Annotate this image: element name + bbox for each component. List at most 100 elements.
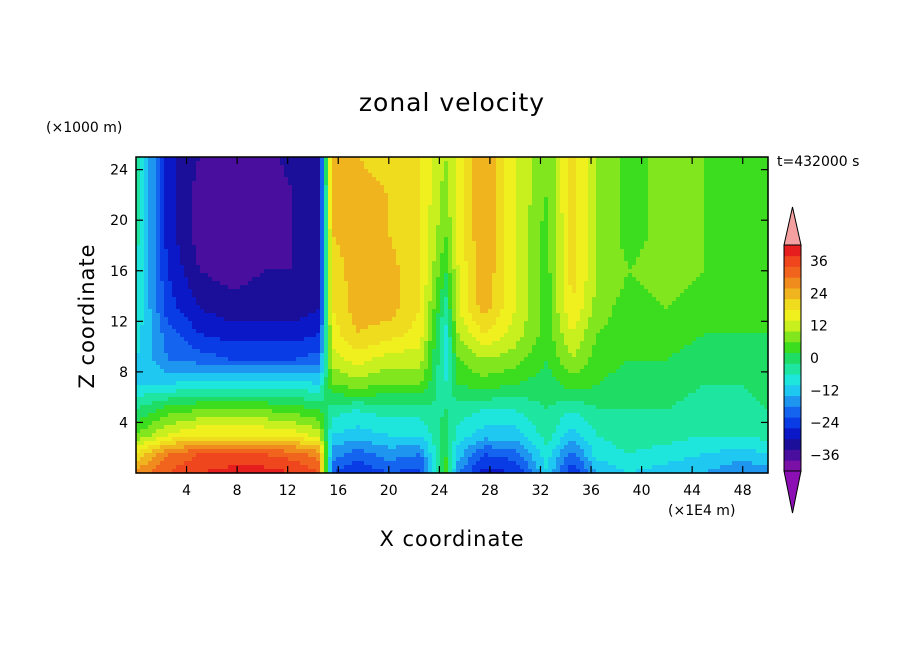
contour-cell — [272, 225, 277, 230]
contour-cell — [348, 257, 353, 262]
contour-cell — [392, 265, 397, 270]
contour-cell — [536, 169, 541, 174]
contour-cell — [508, 245, 513, 250]
contour-cell — [248, 161, 253, 166]
contour-cell — [364, 281, 369, 286]
contour-cell — [632, 193, 637, 198]
contour-cell — [164, 221, 169, 226]
contour-cell — [160, 221, 165, 226]
contour-cell — [272, 173, 277, 178]
contour-cell — [680, 225, 685, 230]
contour-cell — [156, 261, 161, 266]
contour-cell — [552, 189, 557, 194]
contour-cell — [740, 273, 745, 278]
contour-cell — [456, 161, 461, 166]
contour-cell — [380, 237, 385, 242]
contour-cell — [348, 217, 353, 222]
contour-cell — [516, 233, 521, 238]
contour-cell — [516, 241, 521, 246]
contour-cell — [704, 229, 709, 234]
contour-cell — [448, 269, 453, 274]
contour-cell — [272, 273, 277, 278]
contour-cell — [260, 157, 265, 162]
contour-cell — [216, 225, 221, 230]
contour-cell — [472, 169, 477, 174]
contour-cell — [636, 205, 641, 210]
contour-cell — [688, 221, 693, 226]
contour-cell — [512, 205, 517, 210]
contour-cell — [456, 257, 461, 262]
contour-cell — [420, 249, 425, 254]
contour-cell — [248, 177, 253, 182]
contour-cell — [456, 185, 461, 190]
contour-cell — [680, 189, 685, 194]
contour-cell — [268, 265, 273, 270]
contour-cell — [676, 197, 681, 202]
contour-cell — [400, 229, 405, 234]
contour-cell — [172, 201, 177, 206]
contour-cell — [484, 273, 489, 278]
contour-cell — [212, 269, 217, 274]
contour-cell — [136, 229, 141, 234]
contour-cell — [236, 253, 241, 258]
contour-cell — [644, 177, 649, 182]
contour-cell — [528, 209, 533, 214]
contour-cell — [248, 281, 253, 286]
contour-cell — [756, 241, 761, 246]
time-annotation: t=432000 s — [777, 154, 860, 170]
contour-cell — [144, 229, 149, 234]
contour-cell — [216, 241, 221, 246]
contour-cell — [316, 237, 321, 242]
contour-cell — [540, 177, 545, 182]
contour-cell — [424, 205, 429, 210]
contour-cell — [588, 169, 593, 174]
contour-cell — [752, 257, 757, 262]
contour-cell — [276, 181, 281, 186]
contour-cell — [508, 197, 513, 202]
contour-cell — [480, 217, 485, 222]
contour-cell — [760, 177, 765, 182]
contour-cell — [340, 173, 345, 178]
contour-cell — [348, 177, 353, 182]
contour-cell — [144, 233, 149, 238]
contour-cell — [532, 181, 537, 186]
contour-cell — [712, 217, 717, 222]
contour-cell — [328, 273, 333, 278]
contour-cell — [524, 249, 529, 254]
contour-cell — [496, 185, 501, 190]
contour-cell — [532, 273, 537, 278]
contour-cell — [328, 261, 333, 266]
contour-cell — [192, 241, 197, 246]
contour-cell — [484, 217, 489, 222]
contour-cell — [500, 209, 505, 214]
contour-cell — [432, 193, 437, 198]
contour-cell — [608, 265, 613, 270]
contour-cell — [528, 169, 533, 174]
contour-cell — [228, 249, 233, 254]
contour-cell — [628, 217, 633, 222]
contour-cell — [708, 233, 713, 238]
contour-cell — [528, 225, 533, 230]
contour-cell — [440, 245, 445, 250]
contour-cell — [396, 209, 401, 214]
contour-cell — [680, 253, 685, 258]
contour-cell — [380, 245, 385, 250]
contour-cell — [144, 177, 149, 182]
contour-cell — [560, 221, 565, 226]
contour-cell — [476, 161, 481, 166]
contour-cell — [540, 161, 545, 166]
contour-cell — [588, 157, 593, 162]
contour-cell — [704, 197, 709, 202]
contour-cell — [660, 269, 665, 274]
contour-cell — [412, 217, 417, 222]
contour-cell — [740, 229, 745, 234]
contour-cell — [392, 233, 397, 238]
contour-cell — [308, 213, 313, 218]
contour-cell — [464, 189, 469, 194]
contour-cell — [216, 173, 221, 178]
contour-cell — [240, 161, 245, 166]
contour-cell — [736, 273, 741, 278]
contour-cell — [604, 157, 609, 162]
contour-cell — [648, 189, 653, 194]
contour-cell — [380, 205, 385, 210]
